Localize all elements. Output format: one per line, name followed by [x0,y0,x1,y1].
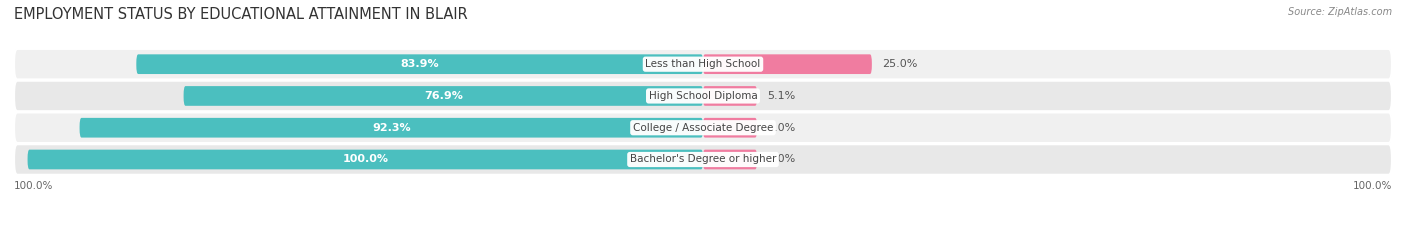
Text: Source: ZipAtlas.com: Source: ZipAtlas.com [1288,7,1392,17]
Text: 100.0%: 100.0% [1353,181,1392,191]
Text: 92.3%: 92.3% [373,123,411,133]
FancyBboxPatch shape [14,144,1392,175]
FancyBboxPatch shape [136,54,703,74]
FancyBboxPatch shape [184,86,703,106]
FancyBboxPatch shape [703,86,756,106]
Text: EMPLOYMENT STATUS BY EDUCATIONAL ATTAINMENT IN BLAIR: EMPLOYMENT STATUS BY EDUCATIONAL ATTAINM… [14,7,468,22]
FancyBboxPatch shape [14,49,1392,79]
Text: 0.0%: 0.0% [768,123,796,133]
Text: 0.0%: 0.0% [768,154,796,164]
FancyBboxPatch shape [14,81,1392,111]
FancyBboxPatch shape [14,113,1392,143]
Text: Less than High School: Less than High School [645,59,761,69]
Text: High School Diploma: High School Diploma [648,91,758,101]
Text: 5.1%: 5.1% [768,91,796,101]
Text: 25.0%: 25.0% [882,59,917,69]
FancyBboxPatch shape [80,118,703,137]
FancyBboxPatch shape [703,118,756,137]
FancyBboxPatch shape [28,150,703,169]
Text: 100.0%: 100.0% [14,181,53,191]
FancyBboxPatch shape [703,54,872,74]
Text: 83.9%: 83.9% [401,59,439,69]
Text: Bachelor's Degree or higher: Bachelor's Degree or higher [630,154,776,164]
FancyBboxPatch shape [703,150,756,169]
Text: College / Associate Degree: College / Associate Degree [633,123,773,133]
Text: 76.9%: 76.9% [423,91,463,101]
Text: 100.0%: 100.0% [342,154,388,164]
